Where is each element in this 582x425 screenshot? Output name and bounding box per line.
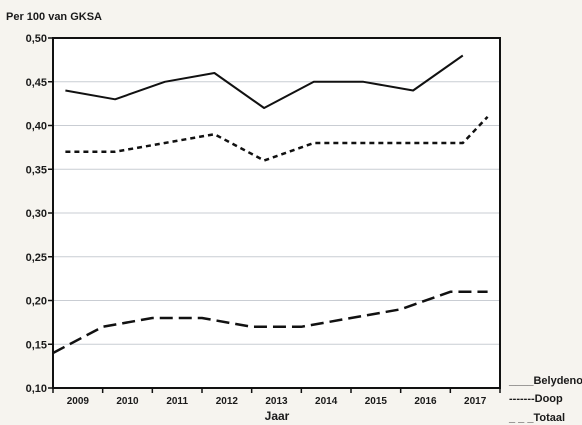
series-line-totaal — [52, 290, 488, 355]
series-line-doop — [65, 115, 489, 162]
y-tick-label: 0,30 — [26, 208, 47, 220]
x-tick-label: 2013 — [265, 396, 288, 407]
x-tick-label: 2015 — [365, 396, 388, 407]
x-tick-label: 2014 — [315, 396, 338, 407]
y-tick-label: 0,35 — [26, 164, 47, 176]
y-tick-label: 0,15 — [26, 339, 47, 351]
x-tick-label: 2011 — [166, 396, 188, 407]
x-axis-label: Jaar — [265, 409, 290, 423]
series-line-belydenos — [65, 54, 464, 109]
y-tick-label: 0,10 — [26, 383, 47, 395]
x-axis: 2009 2010 2011 2012 2013 2014 2015 2016 2017 — [52, 388, 501, 407]
legend-entry-totaal: _ _ _Totaal — [508, 412, 565, 424]
x-tick-label: 2012 — [216, 396, 239, 407]
y-tick-label: 0,45 — [26, 77, 47, 89]
y-tick-label: 0,25 — [26, 252, 47, 264]
legend-entry-doop: -------Doop — [509, 393, 563, 405]
y-tick-label: 0,40 — [26, 121, 47, 133]
x-tick-label: 2009 — [67, 396, 90, 407]
legend-entry-belydenos: ____Belydenos — [508, 375, 582, 387]
x-tick-label: 2010 — [116, 396, 139, 407]
y-tick-label: 0,50 — [26, 33, 47, 45]
y-axis: 0,10 0,15 0,20 0,25 0,30 0,35 0,40 0,45 0,50 — [26, 33, 53, 395]
series-layer — [52, 54, 489, 355]
y-tick-label: 0,20 — [26, 296, 47, 308]
chart-title: Per 100 van GKSA — [6, 11, 102, 23]
x-tick-label: 2017 — [464, 396, 487, 407]
legend: ____Belydenos -------Doop _ _ _Totaal — [508, 375, 582, 424]
x-tick-label: 2016 — [414, 396, 437, 407]
